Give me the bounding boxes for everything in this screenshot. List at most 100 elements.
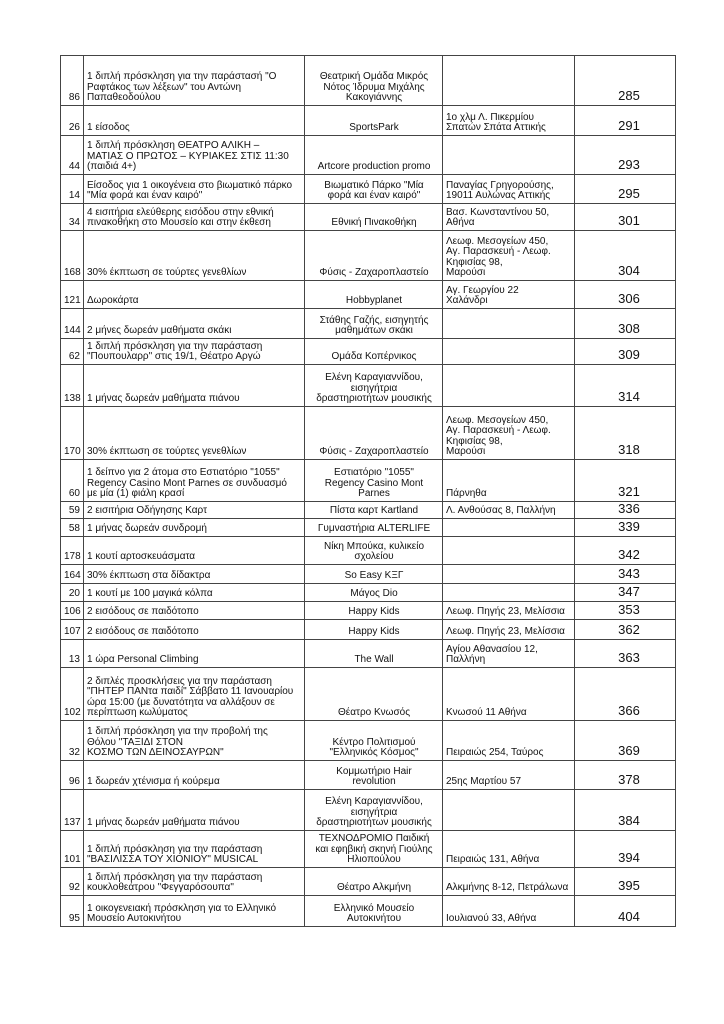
table-row: 170 30% έκπτωση σε τούρτες γενεθλίων Φύσις… — [60, 406, 676, 460]
offer-organization: Κέντρο Πολιτισμού "Ελληνικός Κόσμος" — [304, 720, 443, 761]
offer-organization: Μάγος Dio — [304, 583, 443, 602]
offer-address: Κνωσού 11 Αθήνα — [442, 667, 575, 721]
offer-number: 363 — [574, 639, 676, 668]
offer-number: 321 — [574, 459, 676, 502]
offer-description: 1 δείπνο για 2 άτομα στο Εστιατόριο "105… — [83, 459, 305, 502]
table-row: 32 1 διπλή πρόσκληση για την προβολή της … — [60, 720, 676, 761]
row-id: 59 — [60, 501, 84, 519]
offer-number: 308 — [574, 308, 676, 339]
offer-number: 339 — [574, 518, 676, 537]
offer-number: 306 — [574, 280, 676, 309]
offer-description: 2 διπλές προσκλήσεις για την παράσταση "… — [83, 667, 305, 721]
row-id: 121 — [60, 280, 84, 309]
offer-address: Αλκμήνης 8-12, Πετράλωνα — [442, 867, 575, 896]
table-row: 92 1 διπλή πρόσκληση για την παράσταση κο… — [60, 867, 676, 896]
row-id: 170 — [60, 406, 84, 460]
offer-number: 378 — [574, 760, 676, 790]
row-id: 144 — [60, 308, 84, 339]
row-id: 96 — [60, 760, 84, 790]
offer-organization: Ελένη Καραγιαννίδου, εισηγήτρια δραστηρι… — [304, 364, 443, 407]
offer-organization: Νίκη Μπούκα, κυλικείο σχολείου — [304, 536, 443, 565]
offer-description: Δωροκάρτα — [83, 280, 305, 309]
row-id: 14 — [60, 174, 84, 204]
offer-address — [442, 583, 575, 602]
offer-address — [442, 364, 575, 407]
offer-description: 30% έκπτωση σε τούρτες γενεθλίων — [83, 406, 305, 460]
offer-organization: Φύσις - Ζαχαροπλαστείο — [304, 230, 443, 281]
offer-organization: SportsPark — [304, 105, 443, 136]
offer-address: Λεωφ. Μεσογείων 450, Αγ. Παρασκευή - Λεω… — [442, 230, 575, 281]
row-id: 62 — [60, 338, 84, 365]
table-row: 138 1 μήνας δωρεάν μαθήματα πιάνου Ελένη Κ… — [60, 364, 676, 407]
offer-description: 2 εισιτήρια Οδήγησης Καρτ — [83, 501, 305, 519]
offer-organization: Happy Kids — [304, 601, 443, 620]
offer-organization: Ομάδα Κοπέρνικος — [304, 338, 443, 365]
offer-number: 395 — [574, 867, 676, 896]
table-row: 58 1 μήνας δωρεάν συνδρομή Γυμναστήρια ALT… — [60, 518, 676, 537]
table-row: 86 1 διπλή πρόσκληση για την παράστασή "Ο… — [60, 55, 676, 106]
offer-address: Πάρνηθα — [442, 459, 575, 502]
offer-organization: Θέατρο Κνωσός — [304, 667, 443, 721]
offer-organization: So Easy ΚΞΓ — [304, 564, 443, 584]
row-id: 32 — [60, 720, 84, 761]
table-row: 96 1 δωρεάν χτένισμα ή κούρεμα Κομμωτήριο … — [60, 760, 676, 790]
offer-description: 4 εισιτήρια ελεύθερης εισόδου στην εθνικ… — [83, 203, 305, 231]
table-row: 59 2 εισιτήρια Οδήγησης Καρτ Πίστα καρτ Ka… — [60, 501, 676, 519]
offer-address: Λεωφ. Πηγής 23, Μελίσσια — [442, 601, 575, 620]
offer-address — [442, 518, 575, 537]
offer-description: Είσοδος για 1 οικογένεια στο βιωματικό π… — [83, 174, 305, 204]
offer-description: 1 είσοδος — [83, 105, 305, 136]
offer-description: 1 διπλή πρόσκληση για την προβολή της Θό… — [83, 720, 305, 761]
offer-address — [442, 789, 575, 831]
table-row: 106 2 εισόδους σε παιδότοπο Happy Kids Λεωφ… — [60, 601, 676, 620]
row-id: 178 — [60, 536, 84, 565]
offer-description: 2 μήνες δωρεάν μαθήματα σκάκι — [83, 308, 305, 339]
table-row: 101 1 διπλή πρόσκληση για την παράσταση "… — [60, 830, 676, 868]
row-id: 102 — [60, 667, 84, 721]
table-row: 95 1 οικογενειακή πρόσκληση για το Ελληνι… — [60, 895, 676, 927]
offer-description: 1 μήνας δωρεάν μαθήματα πιάνου — [83, 364, 305, 407]
offer-number: 366 — [574, 667, 676, 721]
table-row: 60 1 δείπνο για 2 άτομα στο Εστιατόριο "1… — [60, 459, 676, 502]
offers-table: 86 1 διπλή πρόσκληση για την παράστασή "Ο… — [60, 55, 676, 927]
offer-address: Αγ. Γεωργίου 22 Χαλάνδρι — [442, 280, 575, 309]
offer-address — [442, 338, 575, 365]
offer-organization: Ελένη Καραγιαννίδου, εισηγήτρια δραστηρι… — [304, 789, 443, 831]
offer-address — [442, 536, 575, 565]
table-row: 164 30% έκπτωση στα δίδακτρα So Easy ΚΞΓ 34… — [60, 564, 676, 584]
offer-number: 314 — [574, 364, 676, 407]
offer-organization: Στάθης Γαζής, εισηγητής μαθημάτων σκάκι — [304, 308, 443, 339]
table-row: 137 1 μήνας δωρεάν μαθήματα πιάνου Ελένη Κ… — [60, 789, 676, 831]
row-id: 168 — [60, 230, 84, 281]
table-row: 62 1 διπλή πρόσκληση για την παράσταση "Π… — [60, 338, 676, 365]
row-id: 138 — [60, 364, 84, 407]
offer-organization: Artcore production promo — [304, 135, 443, 175]
row-id: 34 — [60, 203, 84, 231]
offer-address: Λεωφ. Πηγής 23, Μελίσσια — [442, 619, 575, 640]
offer-organization: Εστιατόριο "1055" Regency Casino Mont Pa… — [304, 459, 443, 502]
offer-number: 304 — [574, 230, 676, 281]
table-row: 107 2 εισόδους σε παιδότοπο Happy Kids Λεωφ… — [60, 619, 676, 640]
offer-number: 291 — [574, 105, 676, 136]
offer-description: 1 δωρεάν χτένισμα ή κούρεμα — [83, 760, 305, 790]
offer-address: Παναγίας Γρηγορούσης, 19011 Αυλώνας Αττι… — [442, 174, 575, 204]
offer-address: Αγίου Αθανασίου 12, Παλλήνη — [442, 639, 575, 668]
offer-number: 353 — [574, 601, 676, 620]
offer-number: 318 — [574, 406, 676, 460]
offer-number: 295 — [574, 174, 676, 204]
table-row: 102 2 διπλές προσκλήσεις για την παράστασ… — [60, 667, 676, 721]
offer-number: 342 — [574, 536, 676, 565]
table-row: 121 Δωροκάρτα Hobbyplanet Αγ. Γεωργίου 22 Χ… — [60, 280, 676, 309]
offer-address: Ιουλιανού 33, Αθήνα — [442, 895, 575, 927]
offer-organization: Φύσις - Ζαχαροπλαστείο — [304, 406, 443, 460]
row-id: 44 — [60, 135, 84, 175]
offer-address — [442, 308, 575, 339]
offer-number: 362 — [574, 619, 676, 640]
row-id: 86 — [60, 55, 84, 106]
offer-address: Πειραιώς 131, Αθήνα — [442, 830, 575, 868]
table-row: 44 1 διπλή πρόσκληση ΘΕΑΤΡΟ ΑΛΙΚΗ – ΜΑΤΙΑ… — [60, 135, 676, 175]
table-row: 26 1 είσοδος SportsPark 1ο χλμ Λ. Πικερμίου… — [60, 105, 676, 136]
offer-description: 2 εισόδους σε παιδότοπο — [83, 619, 305, 640]
offer-description: 1 οικογενειακή πρόσκληση για το Ελληνικό… — [83, 895, 305, 927]
row-id: 20 — [60, 583, 84, 602]
